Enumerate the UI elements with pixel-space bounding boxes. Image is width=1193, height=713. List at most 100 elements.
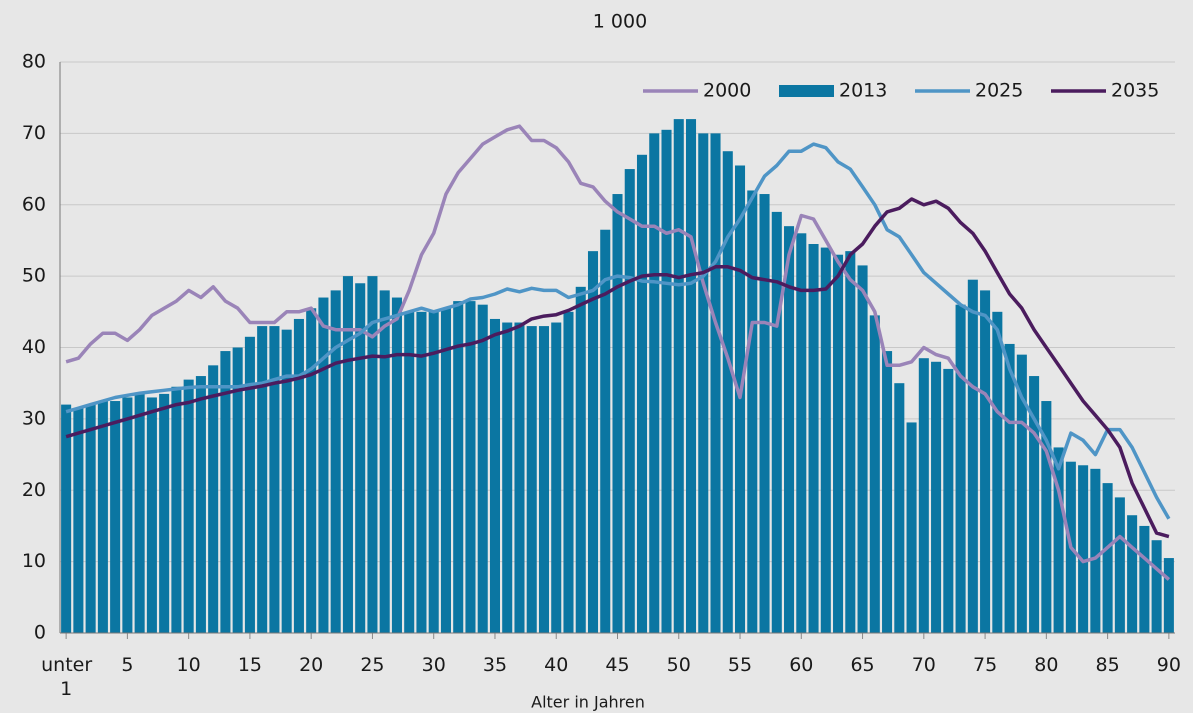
bar — [122, 397, 133, 633]
x-tick-label: 25 — [360, 654, 385, 676]
y-tick-label: 0 — [34, 622, 46, 644]
bar — [1127, 515, 1138, 633]
bar — [906, 422, 917, 633]
line — [65, 197, 1170, 539]
x-tick-label: 45 — [605, 654, 630, 676]
x-axis-label: Alter in Jahren — [531, 693, 645, 712]
bar — [244, 336, 255, 633]
bar — [820, 247, 831, 633]
bar — [342, 276, 353, 633]
bar — [232, 347, 243, 633]
y-tick-label: 70 — [22, 122, 46, 144]
legend-label: 2035 — [1111, 80, 1159, 102]
bar — [661, 129, 672, 633]
bar — [379, 290, 390, 633]
x-tick-label: 65 — [850, 654, 875, 676]
x-tick-label: 40 — [544, 654, 569, 676]
bar — [551, 322, 562, 633]
bar — [673, 119, 684, 634]
bar — [257, 326, 268, 633]
x-tick-label: 80 — [1034, 654, 1059, 676]
bar — [624, 169, 635, 633]
x-tick-label: 60 — [789, 654, 814, 676]
bar — [97, 401, 108, 633]
x-tick-label: 90 — [1156, 654, 1181, 676]
x-tick-label: 5 — [121, 654, 134, 676]
bar — [61, 404, 72, 633]
bar — [967, 279, 978, 633]
bar — [747, 190, 758, 633]
bar — [955, 304, 966, 633]
bar — [281, 329, 292, 633]
bar — [845, 251, 856, 634]
bar — [85, 404, 96, 633]
x-tick-label: 85 — [1095, 654, 1120, 676]
x-tick-label: 10 — [176, 654, 201, 676]
bar — [1090, 468, 1101, 633]
x-tick-label: 35 — [482, 654, 508, 676]
bar — [171, 386, 182, 633]
bar — [918, 358, 929, 633]
bar — [293, 318, 304, 633]
bar — [563, 311, 574, 633]
bar — [502, 322, 513, 633]
bar — [649, 133, 660, 633]
bar — [600, 229, 611, 633]
bar — [330, 290, 341, 633]
bar — [1151, 540, 1162, 633]
bar — [489, 318, 500, 633]
bar — [784, 226, 795, 633]
bar — [73, 408, 84, 633]
bar — [355, 283, 366, 633]
y-tick-label: 20 — [22, 479, 46, 501]
bar — [1053, 447, 1064, 633]
bar — [416, 311, 427, 633]
bar — [869, 315, 880, 633]
bar — [833, 254, 844, 633]
bar — [526, 326, 537, 633]
bar — [1114, 497, 1125, 633]
bar — [882, 351, 893, 633]
bar — [722, 151, 733, 633]
bar — [710, 133, 721, 633]
legend-label: 2000 — [703, 80, 751, 102]
y-tick-label: 60 — [22, 193, 46, 215]
chart-title: 1 000 — [593, 11, 647, 33]
bar — [1041, 401, 1052, 633]
bar — [992, 311, 1003, 633]
bar — [159, 393, 170, 633]
y-tick-label: 80 — [22, 51, 46, 73]
bar — [1163, 558, 1174, 633]
y-tick-label: 40 — [22, 336, 46, 358]
bar — [587, 251, 599, 634]
y-tick-label: 50 — [22, 265, 46, 287]
bar — [857, 265, 868, 633]
bar — [428, 311, 439, 633]
bar — [134, 393, 145, 633]
bar — [1016, 354, 1027, 633]
bar — [980, 290, 991, 633]
bar — [465, 301, 476, 633]
bar — [183, 379, 194, 633]
bar — [894, 383, 905, 633]
x-tick-label: 55 — [727, 654, 753, 676]
bar — [367, 276, 378, 633]
y-tick-label: 10 — [22, 550, 46, 572]
bar — [1078, 465, 1089, 633]
bar — [808, 244, 819, 633]
bar — [698, 133, 709, 633]
x-tick-label: unter 1 — [41, 654, 93, 700]
bar — [612, 194, 623, 633]
bar — [685, 119, 697, 634]
bar — [771, 211, 782, 633]
bar — [759, 194, 770, 633]
bar — [575, 286, 586, 633]
bar — [1029, 376, 1040, 633]
bar — [1004, 343, 1015, 633]
bar — [391, 297, 402, 633]
bar — [440, 308, 451, 633]
bar — [931, 361, 942, 633]
x-tick-label: 20 — [299, 654, 324, 676]
x-tick-label: 15 — [237, 654, 262, 676]
